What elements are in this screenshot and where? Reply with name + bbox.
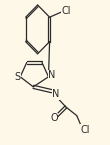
Text: O: O bbox=[50, 113, 58, 123]
Text: S: S bbox=[14, 72, 20, 82]
Text: N: N bbox=[48, 70, 55, 80]
Text: Cl: Cl bbox=[62, 7, 71, 17]
Text: N: N bbox=[52, 89, 60, 99]
Text: Cl: Cl bbox=[80, 125, 90, 135]
